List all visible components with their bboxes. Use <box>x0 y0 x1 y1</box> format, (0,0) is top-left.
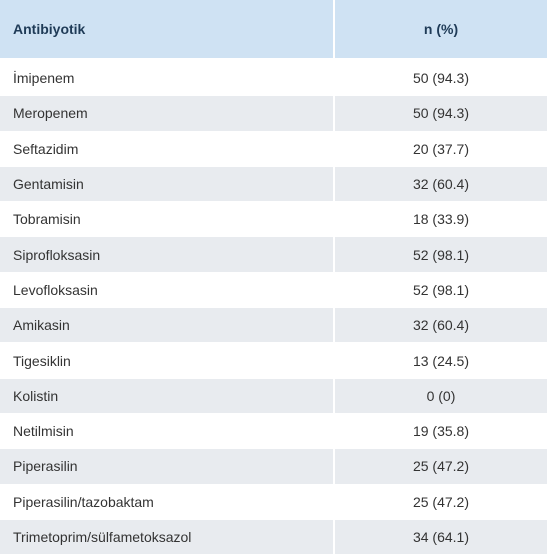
n-percent-cell: 50 (94.3) <box>334 95 547 132</box>
n-percent-cell: 32 (60.4) <box>334 166 547 203</box>
n-percent-cell: 25 (47.2) <box>334 448 547 485</box>
table-row: Levofloksasin 52 (98.1) <box>0 272 547 309</box>
antibiotic-name-cell: Tigesiklin <box>0 342 335 379</box>
n-percent-cell: 32 (60.4) <box>334 307 547 344</box>
table-row: Siprofloksasin 52 (98.1) <box>0 236 547 273</box>
table-body: İmipenem 50 (94.3) Meropenem 50 (94.3) Sefta… <box>0 59 547 555</box>
table-row: Amikasin 32 (60.4) <box>0 307 547 344</box>
antibiotic-name-cell: Piperasilin/tazobaktam <box>0 484 335 520</box>
antibiotic-name-cell: Seftazidim <box>0 131 335 167</box>
n-percent-cell: 0 (0) <box>334 378 547 414</box>
antibiotic-name-cell: Piperasilin <box>0 448 335 485</box>
antibiotic-name-cell: Tobramisin <box>0 201 335 238</box>
table-row: Trimetoprim/sülfametoksazol 34 (64.1) <box>0 519 547 555</box>
antibiotic-name-cell: Kolistin <box>0 378 335 414</box>
n-percent-cell: 19 (35.8) <box>334 413 547 450</box>
table-row: İmipenem 50 (94.3) <box>0 59 547 97</box>
antibiotic-name-cell: Levofloksasin <box>0 272 335 309</box>
antibiotic-name-cell: Gentamisin <box>0 166 335 203</box>
antibiotic-name-cell: Trimetoprim/sülfametoksazol <box>0 519 335 555</box>
table-row: Tobramisin 18 (33.9) <box>0 201 547 238</box>
table-row: Meropenem 50 (94.3) <box>0 95 547 132</box>
n-percent-cell: 13 (24.5) <box>334 342 547 379</box>
table-row: Kolistin 0 (0) <box>0 378 547 414</box>
n-percent-cell: 25 (47.2) <box>334 484 547 520</box>
antibiotic-name-cell: Amikasin <box>0 307 335 344</box>
header-n-percent: n (%) <box>334 0 547 61</box>
n-percent-cell: 50 (94.3) <box>334 59 547 97</box>
table-row: Tigesiklin 13 (24.5) <box>0 342 547 379</box>
table-row: Piperasilin 25 (47.2) <box>0 448 547 485</box>
n-percent-cell: 52 (98.1) <box>334 272 547 309</box>
antibiotic-name-cell: Siprofloksasin <box>0 236 335 273</box>
table-row: Piperasilin/tazobaktam 25 (47.2) <box>0 484 547 520</box>
n-percent-cell: 20 (37.7) <box>334 131 547 167</box>
n-percent-cell: 34 (64.1) <box>334 519 547 555</box>
antibiotic-name-cell: Meropenem <box>0 95 335 132</box>
table-row: Netilmisin 19 (35.8) <box>0 413 547 450</box>
n-percent-cell: 18 (33.9) <box>334 201 547 238</box>
table-header: Antibiyotik n (%) <box>0 0 547 61</box>
table-row: Gentamisin 32 (60.4) <box>0 166 547 203</box>
antibiotic-name-cell: Netilmisin <box>0 413 335 450</box>
table-row: Seftazidim 20 (37.7) <box>0 131 547 167</box>
n-percent-cell: 52 (98.1) <box>334 236 547 273</box>
header-row: Antibiyotik n (%) <box>0 0 547 61</box>
header-antibiotic: Antibiyotik <box>0 0 335 61</box>
antibiotic-name-cell: İmipenem <box>0 59 335 97</box>
